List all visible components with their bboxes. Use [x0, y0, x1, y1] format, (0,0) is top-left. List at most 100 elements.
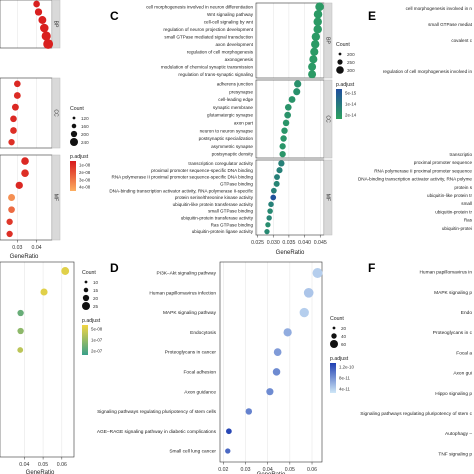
term-label: cell-cell signaling by wnt	[204, 19, 254, 24]
x-tick-label: 0.030	[267, 240, 280, 246]
data-point	[8, 139, 15, 146]
data-point	[8, 206, 15, 213]
term-label: covalent c	[451, 38, 472, 43]
term-label: TNF signaling p	[438, 451, 472, 457]
size-legend-label: 60	[341, 342, 347, 347]
color-legend-label: 2e-08	[79, 170, 91, 175]
x-tick-label: 0.06	[307, 467, 317, 473]
term-label: Axon gui	[453, 371, 472, 377]
term-label: MAPK signaling p	[434, 290, 472, 296]
data-point	[10, 127, 17, 134]
term-label: small	[461, 201, 472, 206]
term-label: RNA polymerase II proximal promoter sequ…	[374, 168, 472, 173]
data-point	[17, 347, 24, 353]
size-legend-dot	[83, 287, 89, 293]
size-legend-dot	[330, 340, 338, 348]
facet-strip	[323, 79, 333, 159]
x-tick-label: 0.04	[19, 462, 29, 468]
size-legend-label: 240	[81, 140, 89, 145]
panel-c-plot-frame	[255, 79, 325, 159]
size-legend-dot	[331, 333, 337, 339]
panel-c: C BP cell morphogenesis involved in neuron…	[109, 2, 357, 256]
term-label: Human papillomavirus in	[419, 270, 472, 276]
data-point	[303, 287, 314, 298]
x-tick-label: 0.035	[282, 240, 295, 246]
x-tick-label: 0.05	[38, 462, 48, 468]
term-label: postsynaptic specialization	[199, 136, 254, 141]
term-label: proximal promoter sequence	[414, 160, 473, 165]
data-point	[294, 80, 302, 88]
term-label: adherens junction	[217, 82, 254, 87]
data-point	[13, 92, 21, 99]
data-point	[299, 307, 309, 318]
size-legend-label: 250	[347, 60, 355, 65]
facet-strip-label: CC	[53, 109, 59, 117]
color-legend-title: p.adjust	[82, 318, 101, 324]
panel-letter: E	[368, 9, 376, 23]
x-tick-label: 0.04	[32, 245, 42, 251]
term-label: glutamatergic synapse	[207, 113, 253, 118]
data-point	[43, 39, 54, 49]
data-point	[274, 174, 280, 181]
size-legend-label: 300	[347, 68, 355, 73]
term-label: MAPK signaling pathway	[163, 310, 217, 316]
data-point	[226, 428, 232, 435]
x-tick-label: 0.040	[298, 240, 311, 246]
data-point	[267, 208, 273, 214]
data-point	[309, 55, 318, 64]
data-point	[276, 167, 283, 174]
term-label: PI3K–Akt signaling pathway	[157, 271, 217, 277]
term-label: Proteoglycans in cancer	[165, 350, 217, 356]
x-tick-label: 0.06	[57, 462, 67, 468]
data-point	[6, 218, 13, 225]
term-label: DNA-binding transcription activator acti…	[358, 177, 472, 182]
term-label: postsynaptic density	[212, 152, 254, 157]
term-label: cell morphogenesis involved in n	[406, 6, 473, 11]
term-label: transcription coregulator activity	[188, 161, 253, 166]
size-legend-dot	[71, 123, 77, 129]
panel-a-plot-frame	[0, 77, 53, 149]
color-legend-bar	[70, 161, 76, 191]
data-point	[273, 180, 280, 187]
data-point	[270, 187, 277, 194]
x-tick-label: 0.03	[240, 467, 250, 473]
facet-strip	[323, 159, 333, 236]
size-legend-title: Count	[82, 270, 96, 276]
panel-f: F Human papillomavirus in MAPK signaling p…	[360, 261, 472, 457]
term-label: Small cell lung cancer	[169, 449, 216, 455]
panel-d: D PI3K–Akt signaling pathway Human papillo…	[97, 261, 355, 474]
term-label: ubiquitin-like protein tr	[427, 193, 472, 198]
data-point	[315, 2, 324, 12]
x-axis-title: GeneRatio	[276, 250, 305, 256]
size-legend-title: Count	[70, 106, 84, 112]
panel-letter: D	[110, 261, 119, 275]
term-label: modulation of chemical synaptic transmis…	[161, 64, 254, 69]
term-label: axon development	[215, 42, 253, 47]
term-label: Axon guidance	[184, 389, 216, 395]
term-label: small GTPase mediated signal transductio…	[164, 34, 253, 39]
data-point	[14, 80, 21, 88]
color-legend-label: 5e-15	[345, 91, 357, 96]
data-point	[38, 16, 47, 24]
facet-strip-label: CC	[325, 115, 331, 123]
data-point	[313, 25, 322, 34]
color-legend-bar	[330, 363, 336, 393]
term-label: protein s	[454, 185, 472, 190]
color-legend-bar	[82, 325, 88, 355]
data-point	[270, 194, 277, 201]
x-tick-label: 0.03	[12, 245, 22, 251]
size-legend-label: 200	[81, 132, 89, 137]
term-label: AGE–RAGE signaling pathway in diabetic c…	[97, 429, 217, 435]
data-point	[284, 111, 291, 119]
data-point	[11, 103, 19, 111]
term-label: Proteoglycans in c	[433, 330, 473, 336]
term-label: Endo	[461, 310, 473, 316]
color-legend-label: 4e-08	[79, 185, 91, 190]
data-point	[40, 23, 49, 33]
data-point	[10, 115, 17, 123]
x-axis-title: GeneRatio	[26, 470, 55, 474]
term-label: proximal promoter sequence-specific DNA …	[151, 168, 253, 173]
facet-strip-label: MF	[325, 194, 331, 201]
